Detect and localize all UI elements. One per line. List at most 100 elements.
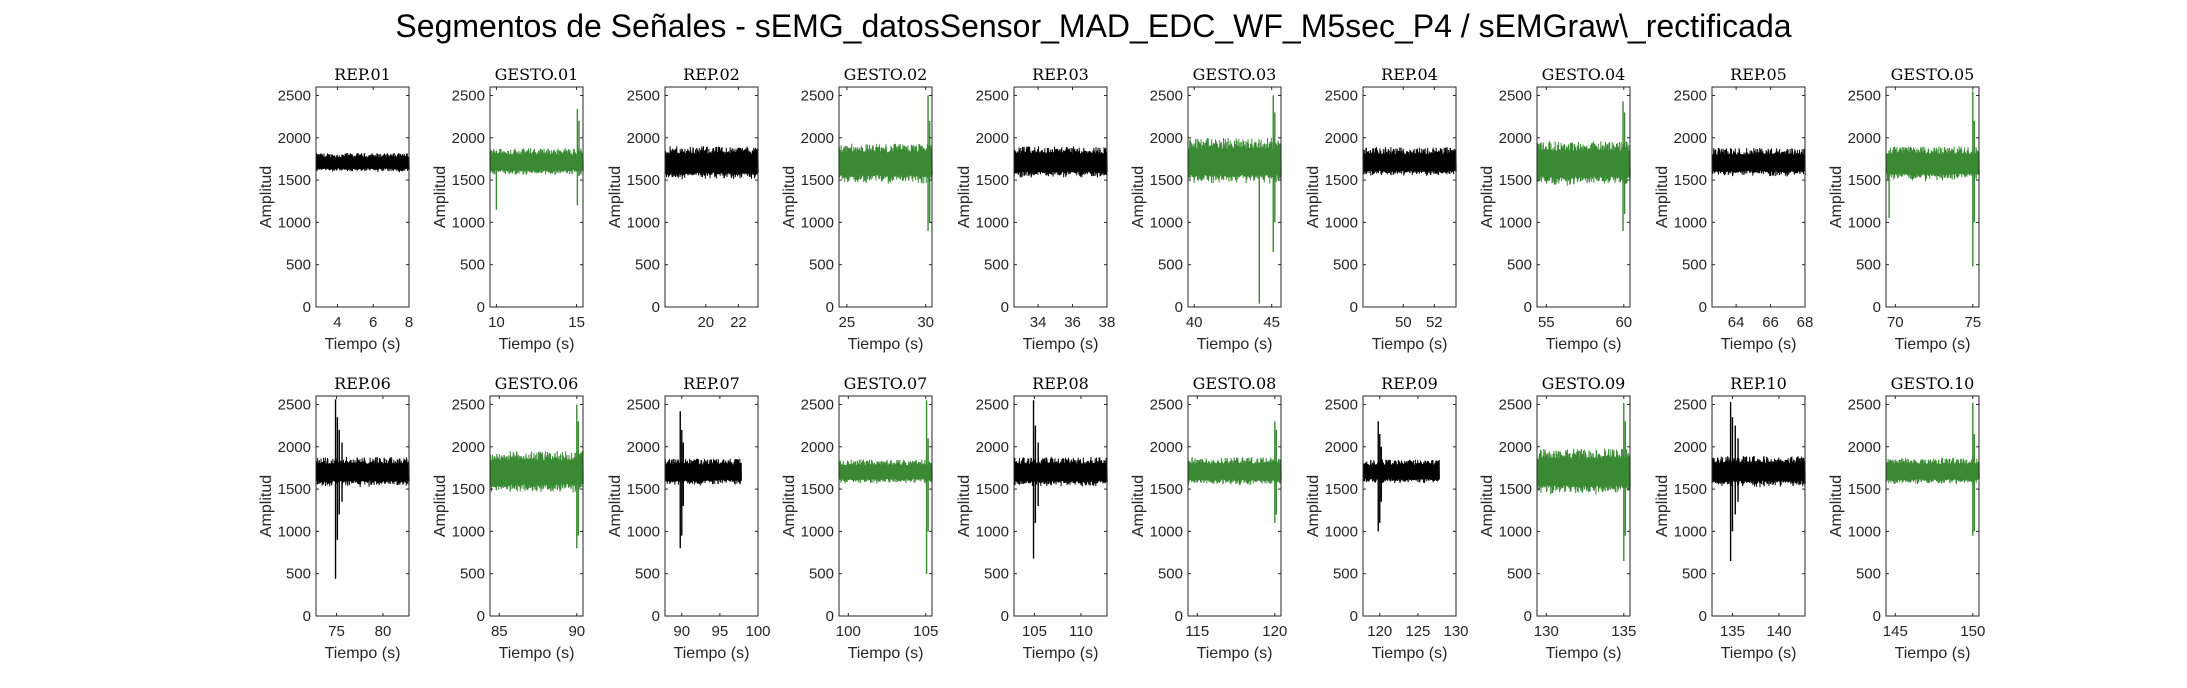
x-tick-label: 130 [1443,623,1468,640]
x-tick-label: 22 [730,314,747,331]
y-tick-label: 0 [1350,299,1358,316]
y-tick-label: 500 [1507,257,1532,274]
y-tick-label: 2000 [801,439,834,456]
y-tick-label: 1500 [1499,481,1532,498]
x-axis-label: Tiempo (s) [848,645,924,662]
signal-trace [1885,146,1980,182]
y-tick-label: 1000 [801,214,834,231]
x-tick-label: 135 [1611,623,1636,640]
signal-trace [1362,147,1457,176]
signal-trace [489,148,584,175]
y-tick-label: 2500 [1150,396,1183,413]
x-axis-label: Tiempo (s) [674,645,750,662]
signal-trace [1187,457,1282,486]
y-tick-label: 500 [460,257,485,274]
y-axis-label: Amplitud [607,475,624,537]
y-tick-label: 2500 [976,396,1009,413]
subplot-title: REP.05 [1730,65,1787,84]
y-axis-label: Amplitud [781,475,798,537]
subplot-8: 0 500 1000 1500 2000 2500 55 60 GESTO.04 Tiempo (… [1479,65,1632,353]
axes-box [1187,395,1282,617]
x-tick-label: 15 [568,314,585,331]
subplot-title: REP.07 [683,374,740,393]
x-axis-label: Tiempo (s) [1895,645,1971,662]
x-axis-label: Tiempo (s) [1197,336,1273,353]
y-tick-label: 500 [1682,566,1707,583]
x-tick-label: 50 [1395,314,1412,331]
signal-trace [1013,146,1108,178]
y-axis-label: Amplitud [1479,166,1496,228]
y-tick-label: 1000 [1150,523,1183,540]
x-axis-label: Tiempo (s) [499,336,575,353]
axes-box [1711,395,1806,617]
subplot-title: GESTO.04 [1542,65,1626,84]
y-tick-label: 2000 [1674,130,1707,147]
subplot-14: 0 500 1000 1500 2000 2500 100 105 GESTO.07 Tiempo… [781,374,938,662]
subplot-7: 0 500 1000 1500 2000 2500 50 52 REP.04 Tiempo (s)… [1305,65,1457,353]
x-tick-label: 8 [405,314,413,331]
y-tick-label: 1000 [278,214,311,231]
y-tick-label: 1500 [1325,172,1358,189]
x-tick-label: 115 [1185,623,1209,640]
signal-trace [664,458,742,486]
y-tick-label: 1500 [1325,481,1358,498]
y-axis-label: Amplitud [432,475,449,537]
x-axis-label: Tiempo (s) [1023,336,1099,353]
y-tick-label: 2500 [627,87,660,104]
y-tick-label: 0 [1699,299,1707,316]
y-tick-label: 500 [635,566,660,583]
subplot-5: 0 500 1000 1500 2000 2500 34 36 38 REP.03 Tiempo (… [956,65,1115,353]
x-tick-label: 110 [1069,623,1093,640]
subplot-6: 0 500 1000 1500 2000 2500 40 45 GESTO.03 Tiempo (… [1130,65,1282,353]
subplot-18: 0 500 1000 1500 2000 2500 130 135 GESTO.09 Tiempo… [1479,374,1636,662]
x-axis-label: Tiempo (s) [1546,336,1622,353]
x-tick-label: 85 [491,623,508,640]
subplot-16: 0 500 1000 1500 2000 2500 115 120 GESTO.08 Tiempo… [1130,374,1287,662]
y-tick-label: 2000 [1499,439,1532,456]
y-tick-label: 500 [1158,257,1183,274]
x-tick-label: 36 [1064,314,1081,331]
x-tick-label: 150 [1960,623,1985,640]
y-tick-label: 1000 [976,523,1009,540]
y-tick-label: 1000 [1499,523,1532,540]
y-axis-label: Amplitud [1479,475,1496,537]
x-tick-label: 40 [1186,314,1203,331]
y-axis-label: Amplitud [1305,166,1322,228]
y-tick-label: 2500 [1499,396,1532,413]
x-tick-label: 30 [917,314,934,331]
x-tick-label: 100 [836,623,861,640]
subplot-12: 0 500 1000 1500 2000 2500 85 90 GESTO.06 Tiempo (… [432,374,585,662]
y-tick-label: 1500 [452,481,485,498]
y-tick-label: 2500 [278,87,311,104]
x-tick-label: 38 [1099,314,1116,331]
axes-box [1536,86,1631,308]
y-tick-label: 1000 [627,523,660,540]
y-tick-label: 2000 [1674,439,1707,456]
signal-trace [1536,448,1631,495]
y-tick-label: 0 [477,299,485,316]
y-tick-label: 0 [1524,299,1532,316]
y-tick-label: 1000 [1325,523,1358,540]
y-tick-label: 0 [1873,299,1881,316]
subplot-20: 0 500 1000 1500 2000 2500 145 150 GESTO.10 Tiempo… [1828,374,1985,662]
axes-box [1711,86,1806,308]
subplot-19: 0 500 1000 1500 2000 2500 135 140 REP.10 Tiempo (… [1654,374,1806,662]
axes-box [315,86,410,308]
subplot-13: 0 500 1000 1500 2000 2500 90 95 100 REP.07 Tiempo … [607,374,771,662]
axes-box [1536,395,1631,617]
x-tick-label: 64 [1728,314,1745,331]
x-tick-label: 105 [913,623,938,640]
signal-trace [1013,456,1108,487]
y-tick-label: 2500 [452,87,485,104]
y-axis-label: Amplitud [956,475,973,537]
x-axis-label: Tiempo (s) [848,336,924,353]
y-tick-label: 0 [1001,299,1009,316]
y-axis-label: Amplitud [1654,166,1671,228]
signal-trace [315,153,410,173]
y-tick-label: 1500 [1499,172,1532,189]
y-tick-label: 500 [984,257,1009,274]
y-tick-label: 0 [1873,608,1881,625]
y-tick-label: 0 [1175,299,1183,316]
subplot-15: 0 500 1000 1500 2000 2500 105 110 REP.08 Tiempo (… [956,374,1108,662]
y-tick-label: 1500 [452,172,485,189]
